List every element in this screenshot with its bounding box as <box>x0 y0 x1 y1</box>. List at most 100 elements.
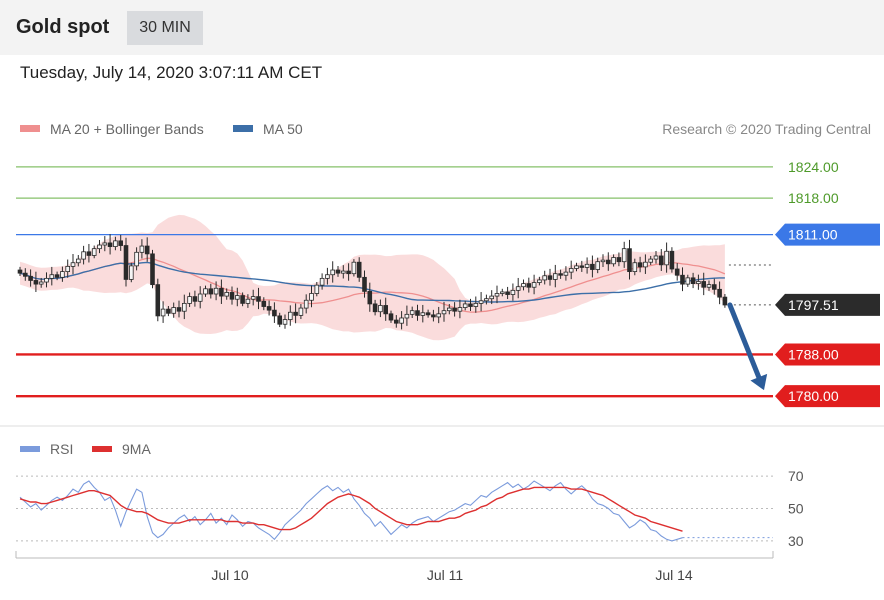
candle <box>330 269 335 276</box>
candle <box>86 251 92 256</box>
ma50-legend-swatch <box>233 125 253 132</box>
price-tag-shape <box>775 343 880 366</box>
candle <box>643 261 648 268</box>
candle <box>123 245 129 280</box>
candle <box>287 311 293 320</box>
rsi-tick-label: 70 <box>788 468 804 484</box>
candle <box>33 280 39 285</box>
candle <box>340 270 346 274</box>
candle <box>44 277 49 283</box>
candle <box>277 315 282 325</box>
candle <box>197 293 203 302</box>
candle <box>441 310 447 315</box>
candle <box>102 242 108 246</box>
candle <box>579 265 585 268</box>
candle <box>134 251 139 267</box>
ma50-legend-label: MA 50 <box>263 121 303 137</box>
candle <box>431 314 436 318</box>
candle <box>351 261 357 275</box>
candle <box>637 262 643 268</box>
candle <box>261 300 267 307</box>
rsi-tick-label: 30 <box>788 533 804 549</box>
candle <box>616 257 622 263</box>
timestamp: Tuesday, July 14, 2020 3:07:11 AM CET <box>20 63 323 82</box>
candle <box>372 303 378 313</box>
candle <box>38 281 44 285</box>
x-tick-label: Jul 11 <box>427 567 464 583</box>
candle <box>272 309 277 317</box>
candle <box>696 281 701 284</box>
research-credit: Research © 2020 Trading Central <box>662 121 871 137</box>
candle <box>409 310 415 315</box>
candle <box>150 253 155 286</box>
candle <box>499 291 505 294</box>
x-axis: Jul 10 Jul 11 Jul 14 <box>211 567 693 583</box>
candle <box>547 275 553 280</box>
header-bar: Gold spot 30 MIN <box>0 0 884 55</box>
candle <box>325 274 330 279</box>
candle <box>160 308 166 317</box>
resistance-label: 1824.00 <box>788 159 839 175</box>
timeframe-badge[interactable]: 30 MIN <box>127 11 203 45</box>
candle <box>627 248 632 272</box>
candle <box>568 268 574 273</box>
candle <box>213 287 219 295</box>
candle <box>537 279 542 283</box>
candle <box>107 242 113 247</box>
forecast-arrow-shaft <box>727 302 762 380</box>
rsi-legend-swatch <box>20 446 40 452</box>
candle <box>91 248 97 256</box>
candle <box>446 307 452 312</box>
candle <box>208 288 214 295</box>
candle <box>494 293 500 297</box>
candle <box>383 305 388 315</box>
resistance-label: 1818.00 <box>788 190 839 206</box>
candle <box>219 287 224 297</box>
candle <box>234 295 240 300</box>
candle <box>176 307 182 312</box>
candle <box>648 258 653 263</box>
support-label: 1788.00 <box>788 346 839 362</box>
candle <box>192 296 198 302</box>
candle <box>563 271 569 276</box>
candle <box>181 302 187 312</box>
price-tag-shape <box>775 223 880 246</box>
candle <box>97 244 102 250</box>
candle <box>600 259 606 263</box>
candle <box>484 298 489 302</box>
current-price-label: 1797.51 <box>788 297 839 313</box>
candle <box>293 311 298 316</box>
candle <box>685 277 691 285</box>
candle <box>367 291 373 305</box>
candle <box>515 286 521 291</box>
candle <box>298 307 304 316</box>
candle <box>664 250 669 266</box>
candle <box>319 277 325 286</box>
candle <box>473 302 479 307</box>
candle <box>393 319 399 324</box>
candle <box>229 292 235 300</box>
candle <box>388 313 394 321</box>
candle <box>335 269 341 274</box>
candle <box>606 259 611 265</box>
candle <box>531 282 537 288</box>
candle <box>553 273 558 280</box>
candle <box>346 270 351 275</box>
price-plot: 1824.00 1818.00 1811.00 1797.51 1788.00 1780.… <box>16 159 880 408</box>
x-tick-label: Jul 10 <box>211 567 249 583</box>
rsi-legend-label: RSI <box>50 441 73 457</box>
candle <box>166 308 171 314</box>
candle <box>521 283 526 288</box>
candle <box>155 284 161 317</box>
candle <box>22 272 28 277</box>
candle <box>542 275 547 281</box>
candle <box>505 291 510 295</box>
candle <box>680 274 685 285</box>
rsi-ma-line <box>19 486 683 532</box>
candle <box>70 262 76 267</box>
candle <box>457 307 463 312</box>
candle <box>712 284 717 290</box>
candle <box>17 269 23 274</box>
candle <box>674 268 680 276</box>
